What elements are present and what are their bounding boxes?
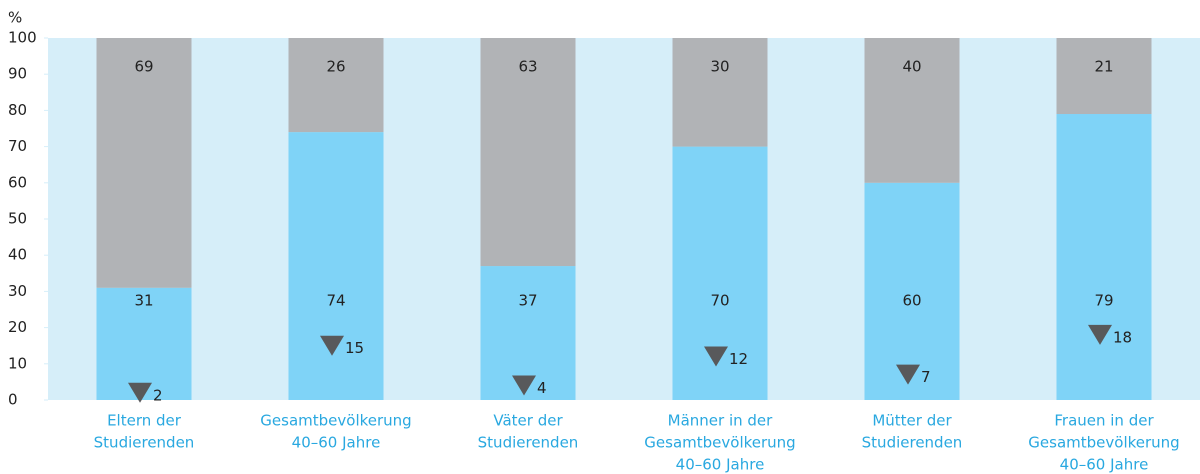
marker xyxy=(128,382,152,403)
x-tick-label: Studierenden xyxy=(862,434,963,452)
x-tick-label: Eltern der xyxy=(107,412,182,430)
bar-segment xyxy=(288,132,384,400)
value-label: 26 xyxy=(326,58,345,76)
bar-segment xyxy=(288,38,384,133)
value-label: 21 xyxy=(1094,58,1113,76)
x-tick-label: Männer in der xyxy=(668,412,774,430)
bar-segment xyxy=(864,38,960,183)
x-tick-label: Studierenden xyxy=(478,434,579,452)
y-tick-label: 10 xyxy=(8,354,27,372)
y-tick-label: 20 xyxy=(8,318,27,336)
bar-segment xyxy=(1056,114,1152,401)
y-tick-label: 0 xyxy=(8,391,18,409)
x-tick-label: Frauen in der xyxy=(1054,412,1154,430)
y-tick-label: 70 xyxy=(8,137,27,155)
x-tick-label: 40–60 Jahre xyxy=(1060,456,1149,474)
bar-segment xyxy=(96,287,192,400)
y-tick-label: 90 xyxy=(8,65,27,83)
value-label: 74 xyxy=(326,292,345,310)
bar-segment xyxy=(864,182,960,400)
marker-label: 15 xyxy=(345,339,364,357)
y-tick-label: 50 xyxy=(8,210,27,228)
x-tick-label: Gesamtbevölkerung xyxy=(1028,434,1179,452)
value-label: 31 xyxy=(134,292,153,310)
marker xyxy=(320,335,344,356)
y-tick-label: 40 xyxy=(8,246,27,264)
y-tick-label: 30 xyxy=(8,282,27,300)
x-tick-label: Väter der xyxy=(493,412,563,430)
value-label: 70 xyxy=(710,292,729,310)
value-label: 30 xyxy=(710,58,729,76)
value-label: 63 xyxy=(518,58,537,76)
value-label: 69 xyxy=(134,58,153,76)
marker-label: 12 xyxy=(729,350,748,368)
bar-segment xyxy=(480,38,576,267)
x-tick-label: Gesamtbevölkerung xyxy=(260,412,411,430)
value-label: 37 xyxy=(518,292,537,310)
marker-label: 4 xyxy=(537,379,547,397)
x-tick-label: Mütter der xyxy=(872,412,952,430)
plot-background xyxy=(48,38,1200,400)
marker-label: 18 xyxy=(1113,328,1132,346)
y-tick-label: 100 xyxy=(8,29,37,47)
marker xyxy=(896,364,920,385)
x-tick-label: 40–60 Jahre xyxy=(676,456,765,474)
marker-label: 2 xyxy=(153,386,163,404)
value-label: 79 xyxy=(1094,292,1113,310)
marker-label: 7 xyxy=(921,368,931,386)
x-tick-label: Gesamtbevölkerung xyxy=(644,434,795,452)
marker xyxy=(512,375,536,396)
value-label: 60 xyxy=(902,292,921,310)
bar-segment xyxy=(672,38,768,147)
x-tick-label: Studierenden xyxy=(94,434,195,452)
bar-segment xyxy=(672,146,768,400)
marker xyxy=(704,346,728,367)
y-axis-label: % xyxy=(8,9,22,27)
x-tick-label: 40–60 Jahre xyxy=(292,434,381,452)
bar-segment xyxy=(96,38,192,288)
y-tick-label: 80 xyxy=(8,101,27,119)
bar-segment xyxy=(1056,38,1152,115)
value-label: 40 xyxy=(902,58,921,76)
y-tick-label: 60 xyxy=(8,173,27,191)
marker xyxy=(1088,324,1112,345)
